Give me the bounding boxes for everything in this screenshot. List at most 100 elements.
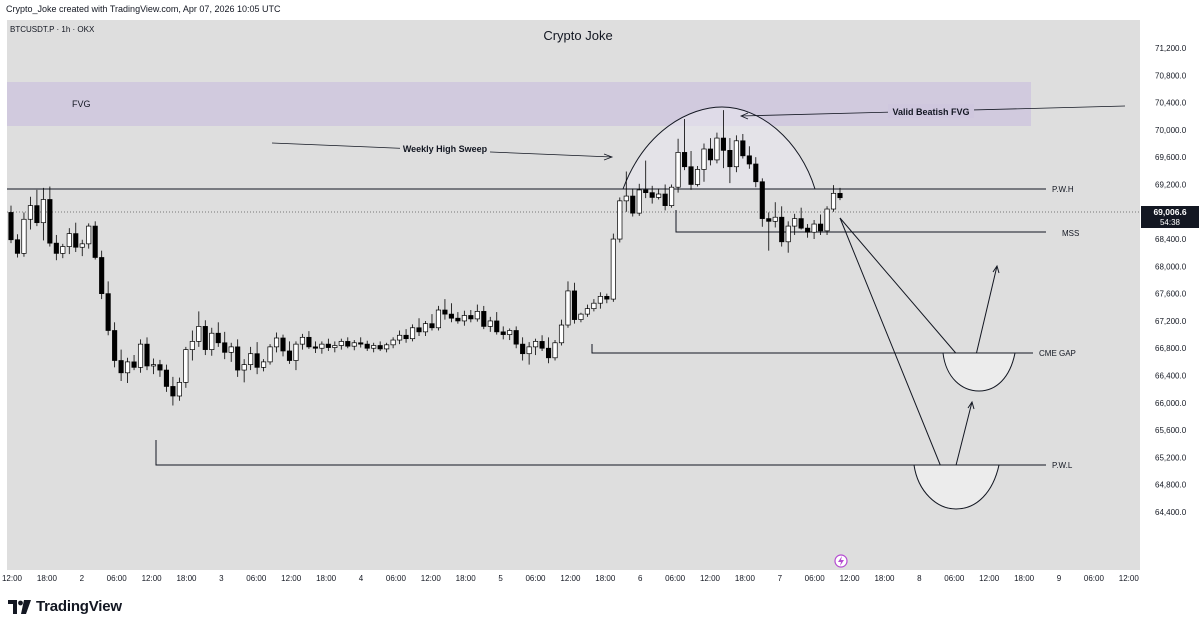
candle-down: [630, 195, 636, 214]
pwl-label: P.W.L: [1052, 461, 1073, 470]
time-tick-label: 4: [359, 574, 364, 583]
candle-up: [299, 336, 305, 345]
cme-gap-label: CME GAP: [1039, 349, 1076, 358]
candle-up: [487, 320, 493, 327]
price-tick-label: 65,600.0: [1155, 426, 1187, 435]
candle-down: [254, 353, 260, 368]
candle-up: [176, 382, 182, 397]
candle-down: [571, 290, 578, 320]
sweep-arc: [622, 106, 816, 190]
candle-down: [604, 296, 610, 300]
time-tick-label: 06:00: [665, 574, 686, 583]
candle-up: [552, 342, 558, 359]
candle-down: [468, 315, 474, 320]
candle-up: [830, 192, 837, 210]
pwl-bowl: [913, 464, 1000, 510]
time-tick-label: 06:00: [246, 574, 267, 583]
candle-up: [241, 364, 247, 371]
candle-up: [610, 238, 616, 300]
candle-down: [202, 326, 208, 350]
time-tick-label: 12:00: [979, 574, 1000, 583]
candle-up: [597, 296, 603, 304]
mss-line: [675, 210, 1046, 233]
time-tick-label: 6: [638, 574, 643, 583]
candle-down: [403, 334, 409, 340]
candle-down: [215, 332, 221, 344]
candle-up: [86, 225, 92, 245]
candle-up: [474, 311, 480, 320]
candle-up: [189, 341, 195, 350]
time-axis[interactable]: 12:00 18:00 2 06:00 12:00 18:00 3 06:00 12:00 18:…: [2, 574, 1139, 583]
candle-up: [27, 205, 33, 220]
price-axis-background: [1140, 20, 1200, 570]
countdown-value: 54:38: [1160, 218, 1181, 227]
tradingview-logo[interactable]: TradingView: [8, 598, 122, 615]
candle-down: [837, 192, 843, 199]
projection-a-arrow-head: [992, 264, 1000, 274]
candle-up: [533, 341, 539, 348]
price-chart[interactable]: BTCUSDT.P · 1h · OKX Crypto Joke FVG P.W…: [0, 20, 1200, 590]
candle-up: [66, 233, 72, 247]
chart-credit: Crypto_Joke created with TradingView.com…: [6, 4, 281, 14]
candle-down: [118, 360, 124, 374]
last-price-badge: [1141, 206, 1199, 228]
candle-down: [688, 166, 694, 185]
candle-up: [591, 302, 597, 310]
candle-down: [766, 218, 772, 222]
time-tick-label: 18:00: [176, 574, 197, 583]
candle-up: [390, 339, 396, 346]
sweep-label-bg: [400, 142, 490, 155]
price-tick-label: 68,000.0: [1155, 262, 1187, 271]
candle-up: [435, 309, 442, 329]
time-tick-label: 18:00: [1014, 574, 1035, 583]
time-tick-label: 12:00: [560, 574, 581, 583]
candle-down: [34, 205, 40, 224]
candle-down: [8, 212, 14, 241]
candle-up: [351, 342, 357, 347]
fvg-note-bg: [888, 104, 974, 118]
candle-down: [131, 361, 137, 368]
time-tick-label: 12:00: [421, 574, 442, 583]
candle-down: [520, 343, 526, 355]
candle-up: [733, 140, 739, 168]
candle-down: [99, 257, 105, 294]
candle-up: [293, 343, 299, 361]
time-tick-label: 12:00: [1119, 574, 1140, 583]
candle-down: [500, 331, 506, 335]
price-tick-label: 70,000.0: [1155, 126, 1187, 135]
candle-down: [47, 199, 53, 244]
candlestick-series: [8, 110, 843, 406]
candle-down: [818, 223, 824, 232]
fvg-zone-label: FVG: [72, 99, 91, 109]
candle-up: [422, 323, 429, 333]
time-tick-label: 12:00: [700, 574, 721, 583]
price-tick-label: 67,200.0: [1155, 317, 1187, 326]
candle-up: [384, 344, 390, 350]
time-tick-label: 18:00: [595, 574, 616, 583]
candle-down: [753, 163, 759, 183]
candle-up: [196, 326, 202, 342]
candle-up: [150, 364, 157, 367]
time-tick-label: 06:00: [107, 574, 128, 583]
price-tick-label: 70,800.0: [1155, 71, 1187, 80]
candle-up: [332, 345, 338, 348]
candle-up: [772, 216, 778, 222]
candle-up: [248, 353, 254, 365]
time-tick-label: 06:00: [525, 574, 546, 583]
candle-down: [707, 148, 714, 161]
candle-down: [494, 320, 500, 333]
time-tick-label: 18:00: [735, 574, 756, 583]
candle-down: [235, 346, 241, 371]
tradingview-brand: TradingView: [36, 598, 122, 615]
candle-down: [429, 323, 435, 329]
candle-down: [727, 150, 733, 168]
candle-up: [209, 332, 215, 350]
candle-up: [397, 334, 403, 341]
candle-up: [125, 361, 131, 374]
time-tick-label: 18:00: [874, 574, 895, 583]
candle-up: [785, 225, 791, 243]
footer-bar: TradingView: [0, 590, 1200, 627]
lightning-icon[interactable]: [834, 554, 848, 568]
price-tick-label: 70,400.0: [1155, 99, 1187, 108]
fvg-zone[interactable]: [7, 82, 1031, 126]
